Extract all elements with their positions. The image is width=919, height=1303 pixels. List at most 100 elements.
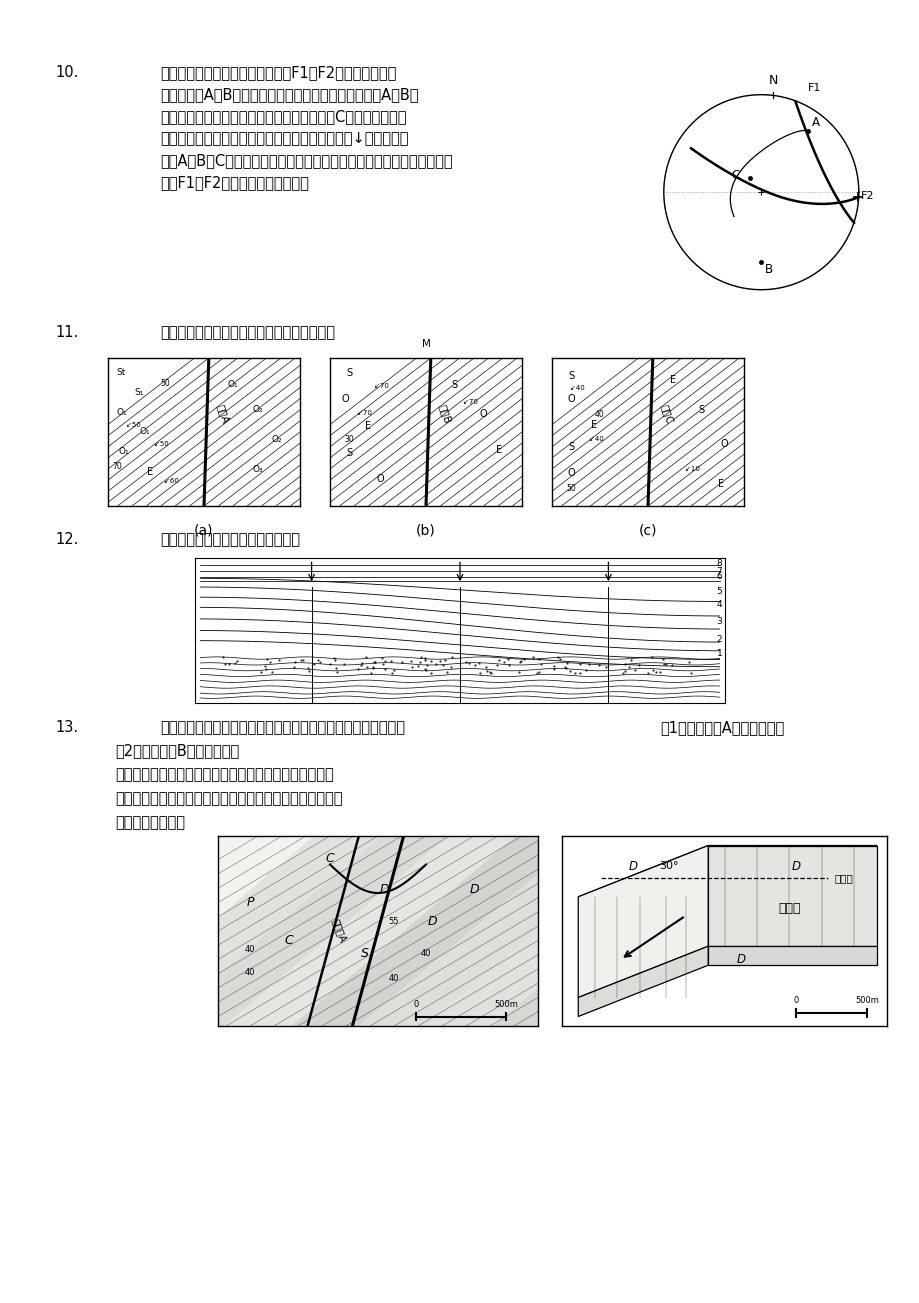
Text: M: M <box>421 339 430 349</box>
Text: S₁: S₁ <box>134 387 143 396</box>
Text: 出与A、B、C三个方向所对应的主应力名称，并按照断层复合分类命名方: 出与A、B、C三个方向所对应的主应力名称，并按照断层复合分类命名方 <box>160 152 452 168</box>
Text: 3: 3 <box>716 618 721 627</box>
Text: D: D <box>380 882 389 895</box>
Text: 走向线: 走向线 <box>834 873 853 883</box>
Text: E: E <box>147 466 153 477</box>
Text: S: S <box>568 371 573 380</box>
Text: 右图所示的下半球赤平投影图中，F1和F2为两条共扼断层: 右图所示的下半球赤平投影图中，F1和F2为两条共扼断层 <box>160 65 396 79</box>
Text: O₁: O₁ <box>116 408 127 417</box>
Text: O₁: O₁ <box>139 427 150 437</box>
Text: 断层面A: 断层面A <box>331 917 348 945</box>
Polygon shape <box>425 837 717 1025</box>
Text: S: S <box>346 367 352 378</box>
Text: 0: 0 <box>792 995 798 1005</box>
Text: D: D <box>790 860 800 873</box>
Text: 法对F1和F2这两条断层进行命名。: 法对F1和F2这两条断层进行命名。 <box>160 175 309 190</box>
Polygon shape <box>157 837 448 1025</box>
Text: C: C <box>731 169 739 182</box>
Text: E: E <box>365 421 371 431</box>
Text: 面的投影。A、B点所在的大圆弧为共扼断层的公垂面。A、B点: 面的投影。A、B点所在的大圆弧为共扼断层的公垂面。A、B点 <box>160 87 418 102</box>
Text: 的运动方向（在断层面上的位移矢量）。请用断层复合分类: 的运动方向（在断层面上的位移矢量）。请用断层复合分类 <box>115 791 342 807</box>
Text: 8: 8 <box>716 559 721 568</box>
Text: （1）左图断层A的位移性质；: （1）左图断层A的位移性质； <box>659 721 783 735</box>
Text: 请判断下图中沿倾向滑动的走向断层的性质。: 请判断下图中沿倾向滑动的走向断层的性质。 <box>160 324 335 340</box>
Text: 40: 40 <box>389 975 399 982</box>
Text: (a): (a) <box>194 524 213 538</box>
Text: 6: 6 <box>716 572 721 581</box>
Text: O₁: O₁ <box>227 380 238 390</box>
Text: A: A <box>811 116 819 129</box>
Text: O₁: O₁ <box>118 447 129 456</box>
Text: 7: 7 <box>716 567 721 576</box>
Text: 方法命名该断层。: 方法命名该断层。 <box>115 814 185 830</box>
Text: O₂: O₂ <box>271 435 282 444</box>
Polygon shape <box>291 837 582 1025</box>
Text: O: O <box>480 409 487 420</box>
Polygon shape <box>90 837 380 1025</box>
Text: D: D <box>469 882 478 895</box>
Text: 70: 70 <box>113 461 122 470</box>
Text: S: S <box>698 405 704 414</box>
Text: B: B <box>765 263 773 276</box>
Text: D: D <box>735 952 744 966</box>
Text: 12.: 12. <box>55 532 78 547</box>
Text: 断层A: 断层A <box>215 404 231 425</box>
Text: 断层B: 断层B <box>437 404 452 425</box>
Text: D: D <box>629 860 637 873</box>
Text: O: O <box>567 395 574 404</box>
Text: 50: 50 <box>161 379 170 388</box>
Text: ↙40: ↙40 <box>588 437 603 443</box>
Text: O: O <box>720 439 728 448</box>
Text: 500m: 500m <box>855 995 879 1005</box>
Text: 40: 40 <box>244 946 255 955</box>
Text: ↙10: ↙10 <box>684 466 698 472</box>
Text: E: E <box>495 444 502 455</box>
Text: S: S <box>346 448 352 457</box>
Text: (c): (c) <box>638 524 656 538</box>
Text: 请分析下图中同生褶皱的形成历史。: 请分析下图中同生褶皱的形成历史。 <box>160 532 300 547</box>
Text: 30: 30 <box>344 435 354 444</box>
Text: 500m: 500m <box>494 999 517 1009</box>
Text: N: N <box>767 74 777 87</box>
Text: 30°: 30° <box>659 861 678 872</box>
Text: S: S <box>451 379 458 390</box>
Text: O₃: O₃ <box>252 464 263 473</box>
Text: 1: 1 <box>716 649 721 658</box>
Text: F1: F1 <box>807 82 821 93</box>
Text: ↙40: ↙40 <box>569 384 584 391</box>
Text: ↙50: ↙50 <box>126 422 141 427</box>
Text: 4: 4 <box>716 599 721 609</box>
Text: 下图是某地区局部地质图。请根据图件各构造要素的关系判断：: 下图是某地区局部地质图。请根据图件各构造要素的关系判断： <box>160 721 404 735</box>
Text: O: O <box>376 474 383 485</box>
Text: （2）右图断层B的位移性质。: （2）右图断层B的位移性质。 <box>115 743 239 758</box>
Text: S: S <box>361 947 369 960</box>
Polygon shape <box>493 837 784 1025</box>
Polygon shape <box>578 946 708 1016</box>
Text: 断层C: 断层C <box>659 403 675 425</box>
Text: O₂: O₂ <box>252 405 263 414</box>
Text: D: D <box>427 915 437 928</box>
Text: 55: 55 <box>389 917 399 926</box>
Polygon shape <box>224 837 515 1025</box>
Text: 40: 40 <box>244 968 255 977</box>
Text: 的交线投影。已知共扼断层的锐夹角平分线方向为↓方向，请指: 的交线投影。已知共扼断层的锐夹角平分线方向为↓方向，请指 <box>160 132 408 146</box>
Text: ↙70: ↙70 <box>374 383 389 390</box>
Text: 40: 40 <box>595 409 604 418</box>
Text: ↙60: ↙60 <box>164 478 178 483</box>
Text: O: O <box>341 395 349 404</box>
Text: ↙70: ↙70 <box>462 400 477 405</box>
Text: 0: 0 <box>414 999 418 1009</box>
Text: F2: F2 <box>860 192 873 201</box>
Polygon shape <box>578 846 877 896</box>
Text: 分别为共扼断层面的锐角和钝角平分线投影，C点为共扼断层面: 分别为共扼断层面的锐角和钝角平分线投影，C点为共扼断层面 <box>160 109 406 124</box>
Text: 50: 50 <box>566 483 575 493</box>
Text: 10.: 10. <box>55 65 78 79</box>
Text: S: S <box>568 442 573 452</box>
Text: (b): (b) <box>415 524 436 538</box>
Text: 5: 5 <box>716 586 721 595</box>
Text: 11.: 11. <box>55 324 78 340</box>
Text: E: E <box>591 420 596 430</box>
Polygon shape <box>708 946 877 966</box>
Polygon shape <box>708 846 877 946</box>
Text: ↙70: ↙70 <box>357 409 371 416</box>
